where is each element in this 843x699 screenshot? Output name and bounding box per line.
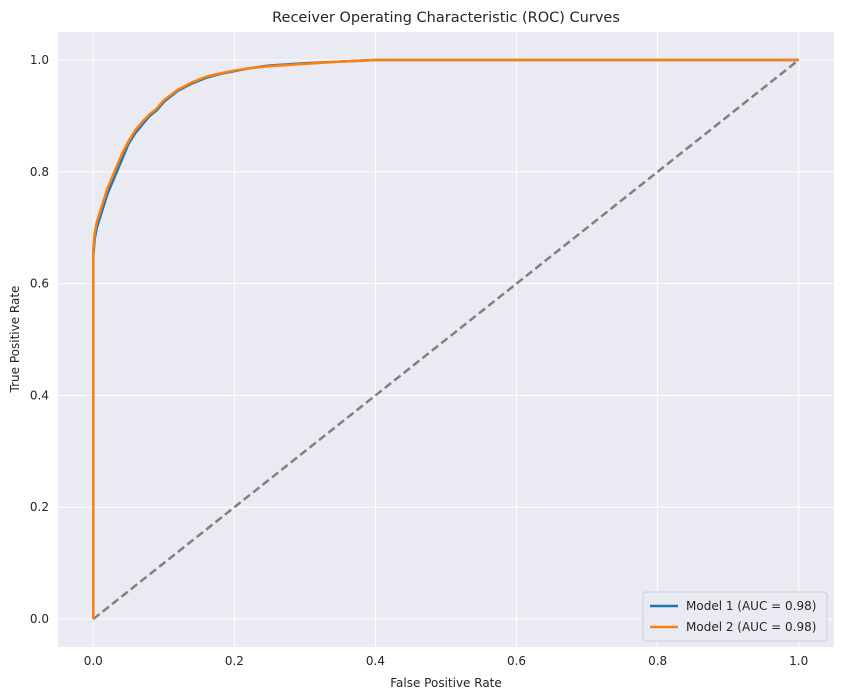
roc-line-model-2 — [92, 58, 799, 620]
y-tick-label: 0.4 — [30, 388, 49, 402]
legend-label-model-2: Model 2 (AUC = 0.98) — [686, 620, 816, 634]
grid-lines — [58, 32, 834, 647]
y-tick-labels: 0.0 0.2 0.4 0.6 0.8 1.0 — [30, 53, 49, 626]
x-axis-label: False Positive Rate — [390, 676, 502, 690]
y-tick-label: 0.0 — [30, 612, 49, 626]
reference-line-group — [92, 58, 800, 621]
legend-box — [642, 591, 828, 642]
x-tick-label: 1.0 — [789, 654, 808, 668]
legend: Model 1 (AUC = 0.98) Model 2 (AUC = 0.98… — [642, 591, 828, 642]
y-axis-label: True Positive Rate — [8, 286, 22, 394]
x-tick-labels: 0.0 0.2 0.4 0.6 0.8 1.0 — [84, 654, 809, 668]
series-group — [92, 58, 799, 620]
x-tick-label: 0.0 — [84, 654, 103, 668]
y-tick-label: 0.8 — [30, 165, 49, 179]
y-tick-label: 0.2 — [30, 500, 49, 514]
x-tick-label: 0.6 — [507, 654, 526, 668]
y-tick-label: 0.6 — [30, 277, 49, 291]
y-tick-label: 1.0 — [30, 53, 49, 67]
legend-label-model-1: Model 1 (AUC = 0.98) — [686, 599, 816, 613]
reference-diagonal-line — [92, 58, 800, 621]
x-tick-label: 0.4 — [366, 654, 385, 668]
x-tick-label: 0.8 — [648, 654, 667, 668]
x-tick-label: 0.2 — [225, 654, 244, 668]
chart-title: Receiver Operating Characteristic (ROC) … — [272, 10, 620, 26]
